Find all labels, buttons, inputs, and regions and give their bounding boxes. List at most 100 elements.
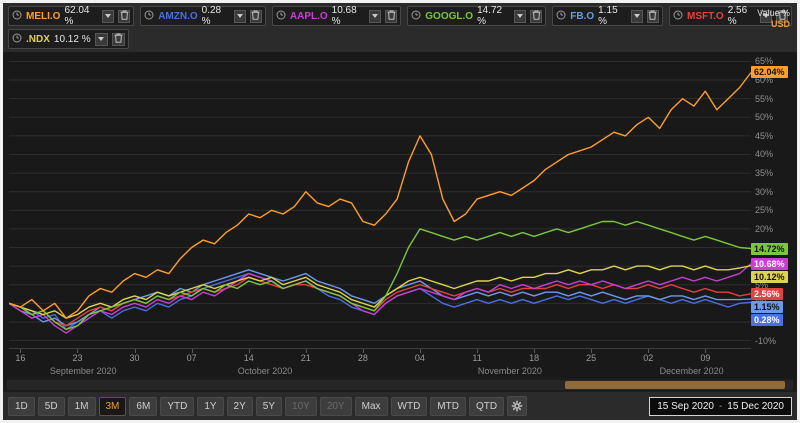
period-button-wtd[interactable]: WTD (390, 396, 428, 416)
x-tick-label: 28 (357, 353, 368, 363)
instrument-chip-msfto[interactable]: MSFT.O 2.56 % (669, 5, 793, 27)
y-axis-label: 30% (755, 186, 774, 197)
instrument-change: 14.72 % (477, 5, 503, 27)
chevron-down-icon (763, 14, 770, 18)
instrument-delete-button[interactable] (385, 7, 398, 25)
instrument-delete-button[interactable] (530, 9, 543, 23)
x-tick-mark (419, 349, 421, 353)
y-axis-label: 60% (755, 75, 774, 86)
x-tick-label: 14 (243, 353, 254, 363)
instrument-delete-button[interactable] (776, 7, 789, 25)
period-button-5d[interactable]: 5D (37, 396, 65, 416)
chevron-down-icon (633, 14, 640, 18)
y-axis-label: -10% (755, 335, 777, 346)
instrument-chip-amzno[interactable]: AMZN.O 0.28 % (140, 5, 266, 27)
series-line-fbo (8, 269, 752, 327)
period-button-3m[interactable]: 3M (98, 396, 127, 416)
period-button-2y[interactable]: 2Y (226, 396, 253, 416)
period-button-qtd[interactable]: QTD (468, 396, 505, 416)
last-value-badge: 10.12% (751, 270, 788, 283)
value-axis-label: Value % (757, 8, 790, 18)
instrument-chip-ndx[interactable]: .NDX 10.12 % (8, 29, 129, 49)
date-to[interactable]: 15 Dec 2020 (727, 400, 784, 412)
x-tick-label: 18 (529, 353, 540, 363)
period-button-20y: 20Y (319, 396, 352, 416)
x-tick-mark (77, 349, 79, 353)
instrument-chip-melio[interactable]: MELI.O 62.04 % (8, 5, 135, 27)
instrument-change: 10.12 % (53, 33, 91, 45)
period-button-1y[interactable]: 1Y (197, 396, 224, 416)
instrument-change: 1.15 % (598, 5, 618, 27)
period-button-ytd[interactable]: YTD (160, 396, 195, 416)
chevron-down-icon (105, 14, 112, 18)
clock-icon (144, 7, 154, 25)
trash-icon (114, 30, 123, 48)
trash-icon (120, 7, 129, 25)
series-line-aaplo (8, 263, 752, 334)
period-button-mtd[interactable]: MTD (430, 396, 466, 416)
period-button-6m[interactable]: 6M (129, 396, 158, 416)
last-value-badge: 62.04% (751, 66, 788, 79)
period-button-1m[interactable]: 1M (67, 396, 96, 416)
trash-icon (648, 7, 657, 25)
instrument-dropdown-button[interactable] (102, 9, 115, 23)
x-tick-label: 25 (586, 353, 597, 363)
last-value-badge: 10.68% (751, 257, 788, 270)
instrument-delete-button[interactable] (111, 30, 125, 48)
instrument-delete-button[interactable] (646, 7, 660, 25)
instrument-ticker: .NDX (26, 33, 50, 45)
clock-icon (556, 7, 566, 25)
chart-area: 65%60%55%50%45%40%35%30%25%20%15%10%5%0%… (3, 52, 797, 378)
date-from[interactable]: 15 Sep 2020 (657, 400, 714, 412)
range-slider-handle[interactable] (565, 381, 786, 389)
x-tick-label: 11 (472, 353, 482, 363)
trash-icon (778, 7, 787, 25)
instrument-delete-button[interactable] (249, 7, 262, 25)
instrument-change: 62.04 % (64, 5, 90, 27)
instrument-delete-button[interactable] (118, 7, 131, 25)
instrument-ticker: GOOGL.O (425, 10, 474, 22)
instrument-chip-aaplo[interactable]: AAPL.O 10.68 % (271, 5, 402, 27)
instrument-dropdown-button[interactable] (233, 9, 246, 23)
x-month-label: December 2020 (659, 366, 724, 376)
date-separator: - (718, 400, 723, 412)
instrument-ticker: AMZN.O (158, 10, 198, 22)
instrument-dropdown-button[interactable] (630, 9, 643, 23)
last-value-badge: 0.28% (751, 313, 783, 326)
range-slider-track[interactable] (7, 380, 793, 390)
chevron-down-icon (517, 14, 524, 18)
currency-label: USD (770, 19, 790, 29)
instrument-ticker: AAPL.O (289, 10, 328, 22)
trash-icon (251, 7, 260, 25)
series-line-melio (8, 72, 752, 319)
settings-button[interactable] (507, 396, 528, 416)
instrument-dropdown-button[interactable] (760, 9, 773, 23)
instrument-chip-fbo[interactable]: FB.O 1.15 % (552, 5, 664, 27)
instrument-change: 2.56 % (727, 5, 748, 27)
instrument-ticker: FB.O (570, 10, 595, 22)
clock-icon (673, 7, 683, 25)
toolbar: 1D 5D 1M 3M 6M YTD 1Y 2Y 5Y 10Y 20Y Max WTD MTD QTD 15… (3, 392, 797, 420)
x-tick-label: 09 (700, 353, 711, 363)
chevron-down-icon (98, 37, 105, 41)
instrument-chip-googlo[interactable]: GOOGL.O 14.72 % (407, 5, 547, 27)
series-lines-svg (8, 60, 752, 342)
x-tick-mark (248, 349, 250, 353)
chevron-down-icon (236, 14, 243, 18)
period-button-max[interactable]: Max (354, 396, 388, 416)
y-axis-label: 5% (755, 279, 769, 290)
clock-icon (12, 7, 22, 25)
x-tick-label: 07 (186, 353, 197, 363)
period-button-5y[interactable]: 5Y (255, 396, 283, 416)
x-tick-mark (648, 349, 650, 353)
x-tick-mark (477, 349, 479, 353)
instrument-dropdown-button[interactable] (369, 9, 382, 23)
series-line-ndx (8, 265, 752, 319)
period-button-1d[interactable]: 1D (8, 396, 35, 416)
instrument-dropdown-button[interactable] (514, 9, 527, 23)
instrument-dropdown-button[interactable] (94, 32, 108, 46)
plot-area[interactable] (8, 54, 752, 348)
trash-icon (387, 7, 396, 25)
date-range-picker[interactable]: 15 Sep 2020 - 15 Dec 2020 (649, 396, 792, 416)
